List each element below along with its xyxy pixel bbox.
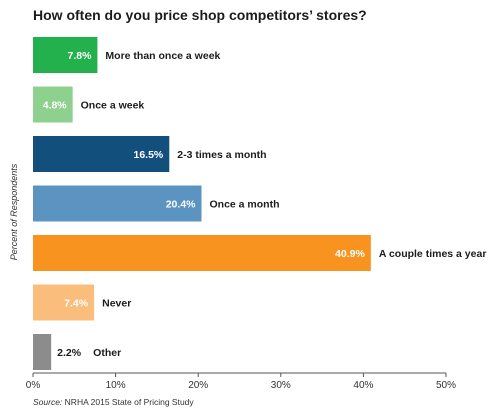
category-label: Once a month: [210, 199, 280, 211]
bar-3: [33, 136, 170, 172]
category-label: Never: [102, 298, 131, 310]
source-note: Source: NRHA 2015 State of Pricing Study: [33, 397, 194, 407]
category-label: Other: [93, 347, 121, 359]
bar-value-label: 16.5%: [134, 149, 164, 161]
bar-7: [33, 334, 52, 370]
chart-title: How often do you price shop competitors’…: [33, 7, 367, 23]
bar-4: [33, 185, 202, 222]
category-label: Once a week: [81, 100, 145, 112]
x-tick-label: 0%: [26, 380, 41, 391]
bar-2: [33, 86, 73, 123]
x-tick-label: 10%: [106, 380, 126, 391]
x-tick-label: 40%: [353, 380, 373, 391]
bar-value-label: 7.4%: [64, 298, 89, 310]
bar-value-label: 20.4%: [166, 199, 196, 211]
bar-6: [33, 284, 95, 321]
category-label: 2-3 times a month: [177, 149, 266, 161]
x-tick-label: 20%: [188, 380, 208, 391]
x-tick-label: 30%: [271, 380, 291, 391]
bar-5: [33, 235, 371, 271]
x-axis: 0% 10% 20% 30% 40% 50%: [26, 372, 456, 391]
category-label: A couple times a year: [379, 248, 487, 260]
category-label: More than once a week: [105, 50, 220, 62]
source-label: Source:: [33, 397, 63, 407]
bar-value-label: 2.2%: [57, 347, 82, 359]
bar-1: [33, 37, 98, 73]
bar-value-label: 4.8%: [43, 100, 68, 112]
bars-layer: 7.8% More than once a week 4.8% Once a week…: [33, 37, 486, 370]
bar-value-label: 40.9%: [335, 248, 365, 260]
x-tick-label: 50%: [436, 380, 456, 391]
source-text: NRHA 2015 State of Pricing Study: [64, 397, 194, 407]
bar-value-label: 7.8%: [67, 50, 92, 62]
